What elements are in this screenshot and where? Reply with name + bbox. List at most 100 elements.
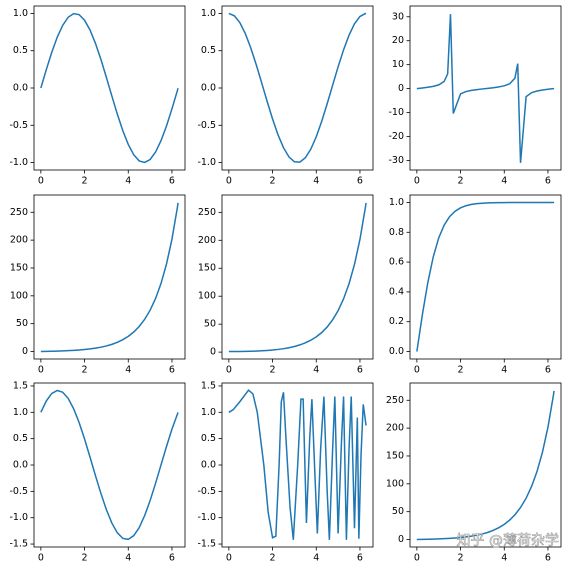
y-tick-label: 1.5 [201,380,216,391]
x-tick-label: 4 [501,365,507,376]
line [40,389,179,541]
x-tick-label: 0 [226,176,232,187]
x-tick-label: 0 [414,553,420,564]
x-tick-label: 0 [226,553,232,564]
y-tick-label: 0.0 [389,346,404,357]
x-tick-label: 4 [313,176,319,187]
x-tick-label: 6 [545,553,551,564]
x-tick-label: 6 [545,176,551,187]
x-tick-label: 4 [313,365,319,376]
y-tick-label: 200 [386,423,404,434]
y-tick-label: -1.5 [197,539,216,550]
x-tick-label: 4 [125,553,131,564]
x-tick-label: 4 [501,176,507,187]
y-tick-label: 10 [392,59,404,70]
x-tick-label: 2 [270,365,276,376]
watermark: 知乎 @薄荷杂学 [457,532,559,549]
axes-frame [33,5,186,171]
x-tick-label: 0 [226,365,232,376]
x-tick-label: 6 [545,365,551,376]
y-tick-label: 0.0 [201,460,216,471]
axes-frame [409,5,562,171]
line [228,202,367,353]
x-tick-label: 2 [458,365,464,376]
axes-frame [409,382,562,548]
y-tick-label: -0.5 [197,120,216,131]
y-tick-label: 150 [198,263,216,274]
x-tick-label: 2 [458,553,464,564]
y-tick-label: 1.0 [13,407,28,418]
x-tick-label: 6 [357,553,363,564]
y-tick-label: 0.5 [201,45,216,56]
x-tick-label: 6 [169,176,175,187]
y-tick-label: 100 [198,291,216,302]
y-tick-label: 1.0 [201,8,216,19]
y-tick-label: 250 [386,395,404,406]
line [40,202,179,353]
y-tick-label: 0 [398,534,404,545]
axes-frame [221,382,374,548]
line [416,390,555,541]
x-tick-label: 2 [270,176,276,187]
x-tick-label: 4 [313,553,319,564]
y-tick-label: 150 [10,262,28,273]
y-tick-label: 100 [10,290,28,301]
y-tick-label: -0.5 [9,486,28,497]
x-tick-label: 0 [38,176,44,187]
y-tick-label: 250 [10,207,28,218]
y-tick-label: 30 [392,11,404,22]
y-tick-label: 0 [210,347,216,358]
x-tick-label: 4 [125,176,131,187]
y-tick-label: 0.8 [389,227,404,238]
y-tick-label: -10 [388,107,404,118]
x-tick-label: 2 [82,365,88,376]
axes-frame [221,194,374,360]
x-tick-label: 0 [38,365,44,376]
axes-frame [33,194,186,360]
x-tick-label: 6 [357,365,363,376]
y-tick-label: 0.0 [201,83,216,94]
x-tick-label: 2 [82,553,88,564]
y-tick-label: -0.5 [9,120,28,131]
y-tick-label: -1.5 [9,539,28,550]
line [416,14,555,163]
y-tick-label: 0.0 [13,83,28,94]
y-tick-label: 200 [10,235,28,246]
y-tick-label: 0.2 [389,316,404,327]
y-tick-label: -1.0 [9,512,28,523]
line [228,389,367,540]
y-tick-label: -1.0 [197,512,216,523]
y-tick-label: 1.5 [13,380,28,391]
x-tick-label: 2 [270,553,276,564]
x-tick-label: 6 [357,176,363,187]
axes-frame [409,194,562,360]
y-tick-label: 50 [16,318,28,329]
y-tick-label: 0.5 [13,433,28,444]
x-tick-label: 0 [414,176,420,187]
y-tick-label: -1.0 [9,157,28,168]
line [416,201,555,352]
x-tick-label: 4 [501,553,507,564]
y-tick-label: 0.0 [13,460,28,471]
line [228,12,367,163]
line [40,12,179,164]
x-tick-label: 6 [169,365,175,376]
y-tick-label: 200 [198,235,216,246]
y-tick-label: -0.5 [197,486,216,497]
x-tick-label: 0 [38,553,44,564]
axes-frame [221,5,374,171]
x-tick-label: 2 [458,176,464,187]
x-tick-label: 4 [125,365,131,376]
y-tick-label: 0 [398,83,404,94]
y-tick-label: 150 [386,450,404,461]
y-tick-label: 1.0 [13,8,28,19]
y-tick-label: 0.6 [389,257,404,268]
y-tick-label: -20 [388,131,404,142]
y-tick-label: 250 [198,207,216,218]
y-tick-label: -1.0 [197,157,216,168]
y-tick-label: 1.0 [201,407,216,418]
x-tick-label: 0 [414,365,420,376]
y-tick-label: 1.0 [389,197,404,208]
y-tick-label: 100 [386,478,404,489]
